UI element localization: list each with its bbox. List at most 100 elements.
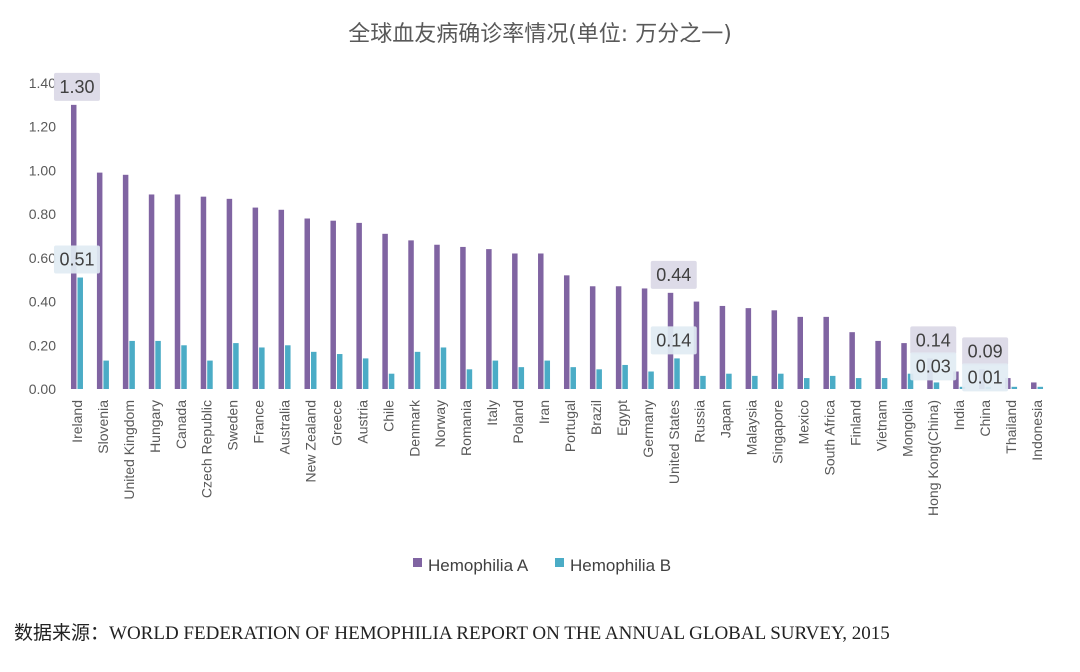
bar-hemophilia-b — [622, 364, 628, 389]
bar-hemophilia-b — [233, 343, 239, 389]
chart-title: 全球血友病确诊率情况(单位: 万分之一) — [348, 22, 732, 47]
x-tick-label: Greece — [328, 400, 344, 446]
data-label: 0.44 — [656, 265, 691, 285]
bar-hemophilia-b — [778, 373, 784, 389]
bar-hemophilia-b — [544, 360, 551, 389]
bar-hemophilia-a — [771, 310, 778, 389]
bar-hemophilia-a — [875, 340, 881, 389]
source-note: 数据来源：WORLD FEDERATION OF HEMOPHILIA REPO… — [14, 618, 890, 645]
bar-hemophilia-a — [953, 371, 959, 389]
x-tick-label: United Kingdom — [121, 400, 137, 500]
bar-hemophilia-a — [823, 316, 829, 389]
bar-hemophilia-b — [829, 375, 836, 389]
bar-hemophilia-a — [304, 218, 310, 389]
bar-hemophilia-b — [881, 378, 888, 389]
x-tick-label: Norway — [432, 400, 448, 447]
x-tick-label: Mexico — [796, 400, 812, 445]
bar-hemophilia-b — [466, 369, 473, 389]
x-tick-label: Malaysia — [744, 400, 760, 455]
x-tick-label: Vietnam — [873, 400, 889, 451]
bar-hemophilia-b — [492, 360, 499, 389]
annotation-box — [910, 352, 957, 381]
bar-hemophilia-b — [362, 358, 369, 389]
y-tick-label: 0.00 — [29, 381, 56, 397]
bar-hemophilia-b — [855, 378, 862, 389]
x-tick-label: South Africa — [821, 400, 837, 476]
x-tick-label: Finland — [847, 400, 863, 446]
data-label: 0.09 — [968, 341, 1003, 361]
annotation-box — [962, 363, 1009, 392]
annotation-box — [650, 260, 697, 289]
bar-hemophilia-b — [518, 367, 525, 389]
bars — [70, 104, 1044, 389]
bar-hemophilia-b — [726, 373, 732, 389]
bar-hemophilia-b — [181, 345, 187, 389]
x-tick-label: Egypt — [614, 400, 630, 436]
x-tick-label: Romania — [458, 400, 474, 456]
data-label: 0.14 — [656, 330, 691, 350]
x-tick-label: Iran — [536, 400, 552, 424]
annotations: 1.30 0.51 0.44 0.14 0.14 0.03 0.09 0.01 — [53, 72, 1009, 392]
x-tick-label: China — [977, 400, 993, 437]
bar-hemophilia-b — [907, 373, 914, 389]
x-tick-label: Slovenia — [95, 400, 111, 454]
legend-swatch-hemophilia-b — [555, 558, 564, 567]
legend-label: Hemophilia A — [428, 556, 529, 575]
bar-hemophilia-a — [96, 172, 103, 389]
bar-hemophilia-a — [589, 286, 596, 389]
legend-label: Hemophilia B — [570, 556, 671, 575]
x-tick-label: Brazil — [588, 400, 604, 435]
x-tick-label: Germany — [640, 400, 656, 458]
x-tick-label: Sweden — [225, 400, 241, 451]
bar-chart: 0.00 0.20 0.40 0.60 0.80 1.00 1.20 1.40 1.30 0.5… — [29, 72, 1045, 575]
y-tick-label: 1.00 — [29, 162, 56, 178]
bar-hemophilia-b — [674, 358, 680, 389]
x-tick-label: France — [251, 400, 267, 444]
bar-hemophilia-b — [285, 345, 291, 389]
source-label: 数据来源： — [14, 622, 110, 644]
bar-hemophilia-b — [1011, 386, 1018, 389]
bar-hemophilia-b — [752, 375, 758, 389]
legend: Hemophilia A Hemophilia B — [413, 556, 671, 575]
data-label: 0.14 — [916, 330, 951, 350]
x-tick-label: Australia — [277, 400, 293, 455]
bar-hemophilia-a — [615, 286, 622, 389]
x-tick-label: Poland — [510, 400, 526, 444]
bar-hemophilia-b — [440, 347, 447, 389]
annotation-box — [910, 326, 957, 355]
bar-hemophilia-a — [849, 332, 855, 389]
bar-hemophilia-b — [155, 340, 161, 389]
bar-hemophilia-a — [434, 244, 440, 389]
x-tick-label: Hungary — [147, 400, 163, 453]
bar-hemophilia-a — [563, 275, 570, 389]
legend-swatch-hemophilia-a — [413, 558, 422, 567]
x-tick-label: Denmark — [406, 399, 422, 457]
x-tick-label: New Zealand — [303, 400, 319, 483]
x-tick-label: Thailand — [1003, 400, 1019, 454]
source-text: WORLD FEDERATION OF HEMOPHILIA REPORT ON… — [109, 623, 890, 644]
bar-hemophilia-a — [512, 253, 518, 389]
bar-hemophilia-b — [311, 351, 317, 389]
data-label: 1.30 — [59, 77, 94, 97]
bar-hemophilia-b — [388, 373, 395, 389]
bar-hemophilia-a — [356, 222, 362, 389]
x-tick-label: Japan — [718, 400, 734, 438]
x-tick-label: Canada — [173, 400, 189, 449]
bar-hemophilia-a — [1031, 382, 1037, 389]
x-tick-label: Czech Republic — [199, 400, 215, 498]
bar-hemophilia-a — [641, 288, 648, 389]
bar-hemophilia-a — [226, 198, 233, 389]
bar-hemophilia-a — [330, 220, 336, 389]
bar-hemophilia-a — [719, 305, 726, 389]
y-tick-label: 0.40 — [29, 294, 56, 310]
bar-hemophilia-a — [278, 209, 285, 389]
bar-hemophilia-b — [570, 367, 576, 389]
y-tick-label: 1.40 — [29, 75, 56, 91]
bar-hemophilia-b — [700, 375, 706, 389]
x-axis: Ireland Slovenia United Kingdom Hungary Cana… — [69, 399, 1045, 516]
bar-hemophilia-b — [336, 354, 343, 389]
annotation-box — [53, 72, 100, 101]
bar-hemophilia-a — [122, 174, 129, 389]
bar-hemophilia-a — [252, 207, 259, 389]
